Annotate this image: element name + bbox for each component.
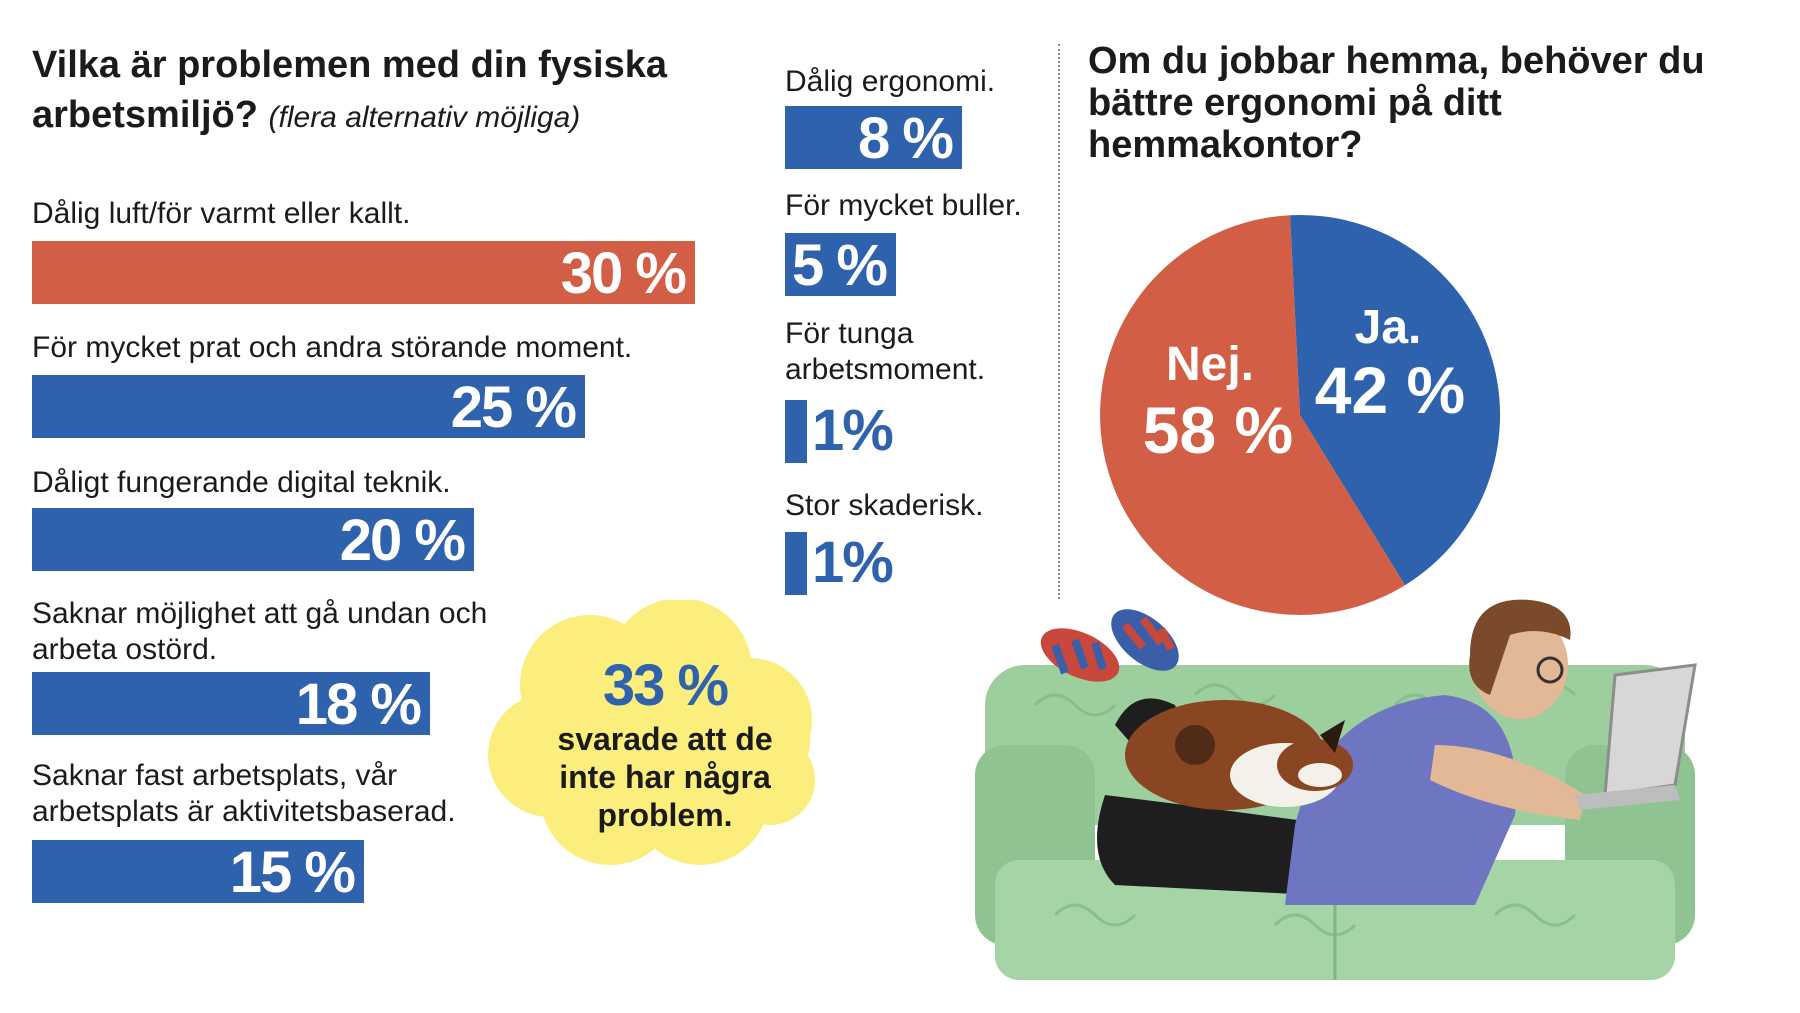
bar-2: 20 % xyxy=(32,508,474,573)
pie-slice-ja xyxy=(1290,214,1501,586)
bar-label-2: Dåligt fungerande digital teknik. xyxy=(32,466,451,499)
pie-label-ja: Ja. xyxy=(1355,301,1422,354)
bar-value-4: 15 % xyxy=(229,840,356,905)
pie-label-nej: Nej. xyxy=(1166,338,1254,391)
bar-value-5: 8 % xyxy=(858,106,954,171)
bar-label-4: Saknar fast arbetsplats, vår arbetsplats… xyxy=(32,759,456,828)
laptop-base xyxy=(1575,785,1680,810)
bar-value-2: 20 % xyxy=(339,508,466,573)
bar-8 xyxy=(785,532,807,595)
cloud-text: svarade att de inte har några problem. xyxy=(557,721,773,833)
bar-value-8: 1% xyxy=(812,530,894,595)
bar-value-7: 1% xyxy=(812,398,894,463)
socks xyxy=(1040,609,1179,682)
bar-value-0: 30 % xyxy=(560,241,687,306)
left-title-text: Vilka är problemen med din fysiska arbet… xyxy=(32,44,667,136)
left-chart-title: Vilka är problemen med din fysiska arbet… xyxy=(32,40,752,143)
bar-4: 15 % xyxy=(32,840,364,905)
bar-7 xyxy=(785,400,807,463)
sofa-illustration xyxy=(975,599,1697,980)
pie-value-nej: 58 % xyxy=(1143,393,1293,467)
column-divider xyxy=(1058,44,1060,599)
dog xyxy=(1125,700,1353,810)
bar-1: 25 % xyxy=(32,375,585,440)
left-subtitle: (flera alternativ möjliga) xyxy=(268,101,581,134)
bar-value-1: 25 % xyxy=(450,375,577,440)
pie-slice-nej xyxy=(1100,215,1405,615)
bar-value-3: 18 % xyxy=(295,672,422,737)
cloud-value: 33 % xyxy=(602,653,729,718)
bar-value-6: 5 % xyxy=(792,233,888,298)
bar-label-6: För mycket buller. xyxy=(785,189,1022,222)
hair xyxy=(1469,599,1571,695)
glasses xyxy=(1536,656,1564,684)
arm xyxy=(1430,745,1585,820)
bar-label-7: För tunga arbetsmoment. xyxy=(785,317,986,386)
bar-label-3: Saknar möjlighet att gå undan och arbeta… xyxy=(32,597,488,666)
bar-label-0: Dålig luft/för varmt eller kallt. xyxy=(32,197,411,230)
bar-label-8: Stor skaderisk. xyxy=(785,489,984,522)
right-chart-title: Om du jobbar hemma, behöver du bättre er… xyxy=(1088,40,1705,166)
bar-label-5: Dålig ergonomi. xyxy=(785,65,996,98)
cloud-shape xyxy=(488,600,815,865)
bar-5: 8 % xyxy=(785,106,962,171)
pie-chart: Ja. 42 % Nej. 58 % xyxy=(1100,214,1501,615)
bar-6: 5 % xyxy=(785,233,896,298)
bar-0: 30 % xyxy=(32,241,695,306)
pie-value-ja: 42 % xyxy=(1315,353,1465,427)
pants xyxy=(1097,795,1335,895)
bar-label-1: För mycket prat och andra störande momen… xyxy=(32,331,633,364)
bar-3: 18 % xyxy=(32,672,430,737)
